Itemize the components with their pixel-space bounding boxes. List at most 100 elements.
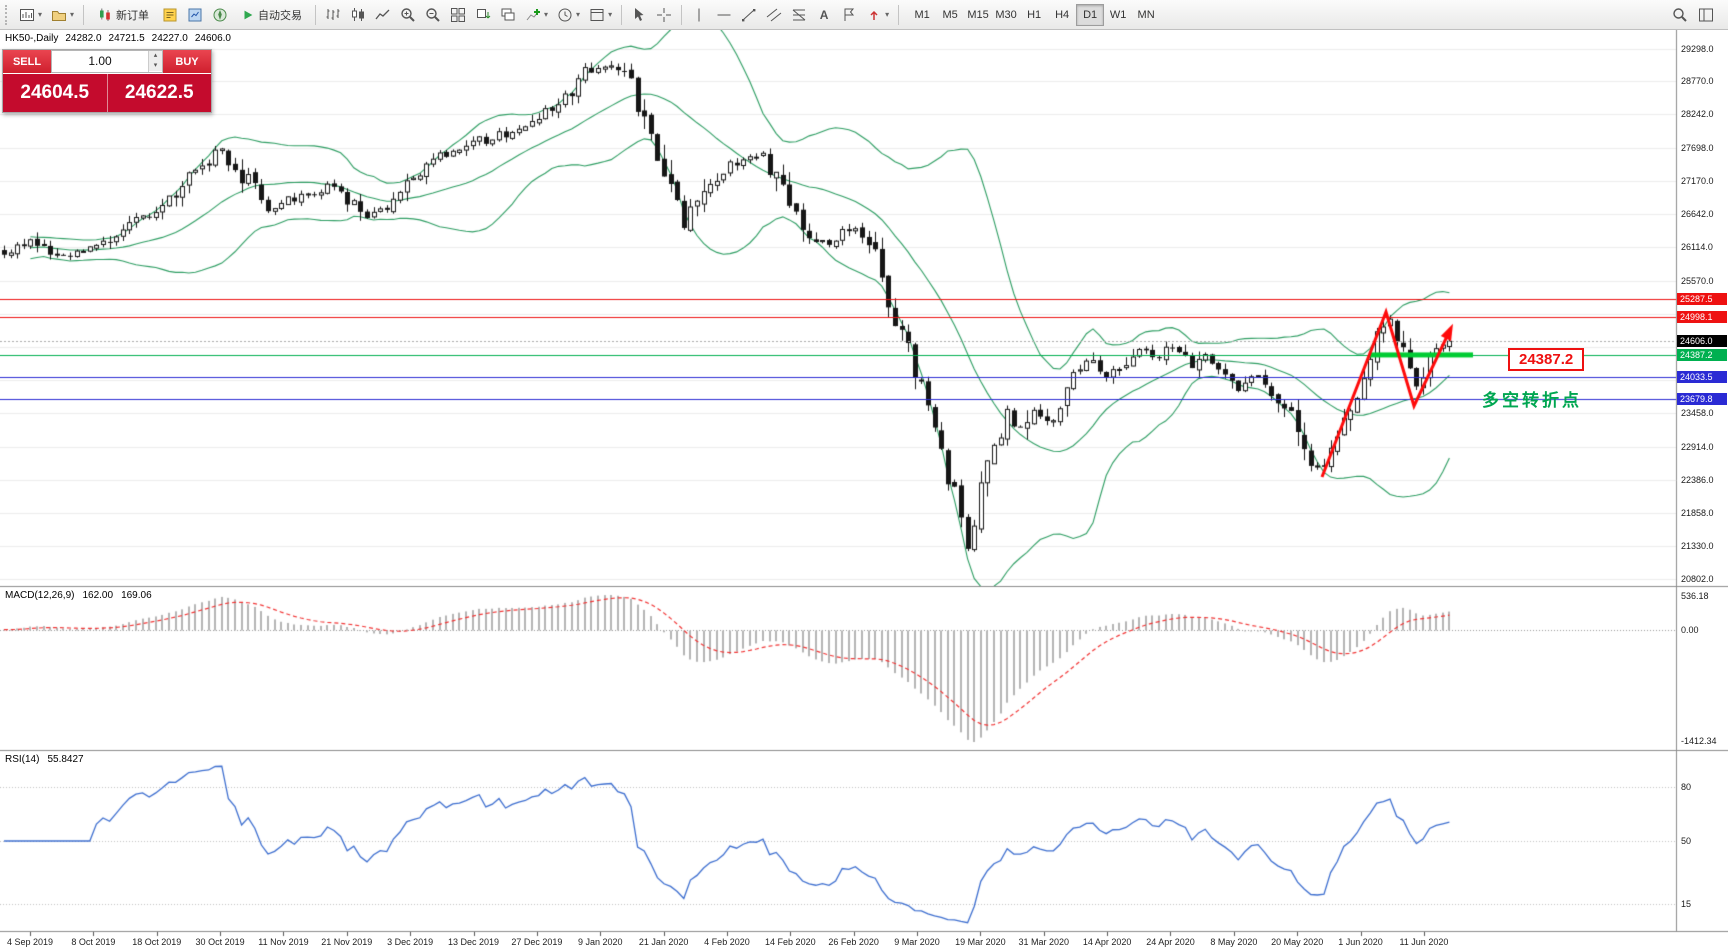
timeframe-m5[interactable]: M5 [942,8,958,21]
crosshair-icon [657,7,672,22]
timeframe-m15[interactable]: M15 [967,8,989,21]
macd-signal-value: 169.06 [121,590,152,601]
timeframe-mn[interactable]: MN [1137,8,1155,21]
horizontal-line-tool-button[interactable] [712,3,736,27]
time-axis-label: 3 Dec 2019 [387,937,434,947]
candlestick-chart-button[interactable] [346,3,370,27]
price-axis-label: 22386.0 [1681,474,1714,485]
macd-axis-zero: 0.00 [1681,624,1699,635]
timeframe-m30[interactable]: M30 [995,8,1017,21]
price-chart-canvas[interactable] [0,30,1728,950]
timeframe-w1[interactable]: W1 [1109,8,1127,21]
trade-panel-prices: 24604.5 24622.5 [3,73,211,112]
volume-stepper[interactable]: 1.00 ▴ ▾ [51,50,163,73]
layout-button[interactable] [1694,3,1718,27]
buy-button[interactable]: BUY [163,50,211,73]
cursor-button[interactable] [627,3,651,27]
bar-chart-button[interactable] [321,3,345,27]
price-line-tag: 25287.5 [1677,292,1727,305]
price-axis-label: 20802.0 [1681,573,1714,584]
volume-spin-buttons[interactable]: ▴ ▾ [148,51,162,72]
timeframe-toolbar: M1 M5 M15 M30 H1 H4 D1 W1 MN [908,3,1160,26]
indicators-button[interactable]: ▾ [521,3,552,27]
text-label-flag-icon [844,8,855,21]
periods-button[interactable]: ▾ [553,3,584,27]
time-axis-label: 30 Oct 2019 [195,937,245,947]
line-chart-icon [375,9,390,19]
price-axis-label: 27170.0 [1681,176,1714,187]
buy-price-display[interactable]: 24622.5 [106,74,212,112]
cascade-windows-button[interactable] [496,3,520,27]
templates-button[interactable]: ▾ [585,3,616,27]
chart-workspace: HK50-,Daily 24282.0 24721.5 24227.0 2460… [0,30,1728,950]
arrows-tool-button[interactable]: ▾ [862,3,893,27]
price-axis-label: 28770.0 [1681,76,1714,87]
new-chart-button[interactable]: ▾ [15,3,46,27]
bar-chart-icon [326,8,340,20]
volume-value[interactable]: 1.00 [88,54,112,68]
rsi-level-label: 50 [1681,836,1692,846]
rsi-value: 55.8427 [47,754,84,765]
arrange-windows-icon [477,8,491,18]
time-axis-label: 1 Jun 2020 [1338,937,1383,947]
time-axis-label: 27 Dec 2019 [511,937,563,947]
market-watch-button[interactable] [183,3,207,27]
vertical-line-tool-button[interactable] [687,3,711,27]
text-tool-button[interactable]: A [812,3,836,27]
label-tool-button[interactable] [837,3,861,27]
price-line-tag: 24998.1 [1677,310,1727,323]
caret-down-icon: ▾ [38,9,43,19]
macd-indicator-info: MACD(12,26,9) 162.00 169.06 [5,590,152,601]
profiles-button[interactable]: ▾ [47,3,78,27]
fibonacci-icon [792,9,806,20]
trade-panel-controls: SELL 1.00 ▴ ▾ BUY [3,50,211,73]
market-watch-icon [188,8,202,21]
volume-down-icon[interactable]: ▾ [149,61,162,71]
time-axis-label: 4 Sep 2019 [6,937,54,947]
zoom-out-button[interactable] [421,3,445,27]
fibonacci-tool-button[interactable] [787,3,811,27]
timeframe-d1[interactable]: D1 [1076,3,1105,26]
time-axis-label: 9 Mar 2020 [894,937,940,947]
macd-main-value: 162.00 [82,590,114,601]
price-axis-label: 26114.0 [1681,242,1713,253]
crosshair-button[interactable] [652,3,676,27]
timeframe-h1[interactable]: H1 [1027,8,1042,21]
ohlc-low-value: 24227.0 [151,33,188,44]
chart-ohlc-info: HK50-,Daily 24282.0 24721.5 24227.0 2460… [5,33,231,44]
toolbar-separator [621,4,623,25]
trendline-tool-button[interactable] [737,3,761,27]
autotrading-button[interactable]: 自动交易 [233,3,310,27]
autotrading-play-icon [244,10,253,19]
volume-up-icon[interactable]: ▴ [149,51,162,61]
autotrading-label: 自动交易 [258,9,303,22]
sell-button[interactable]: SELL [3,50,51,73]
main-toolbar: ▾ ▾ 新订单 自动交易 [0,0,1728,30]
quick-search-button[interactable] [1668,3,1692,27]
tile-windows-button[interactable] [446,3,470,27]
timeframe-m1[interactable]: M1 [914,8,930,21]
zoom-out-icon [426,7,440,22]
price-axis-label: 25570.0 [1681,276,1714,287]
navigator-button[interactable] [208,3,232,27]
turning-point-annotation[interactable]: 多空转折点 [1482,391,1582,410]
time-axis-label: 11 Jun 2020 [1399,937,1449,947]
timeframe-h4[interactable]: H4 [1055,8,1070,21]
channel-tool-button[interactable] [762,3,786,27]
price-callout-label[interactable]: 24387.2 [1508,348,1585,371]
metaeditor-button[interactable] [158,3,182,27]
line-chart-button[interactable] [371,3,395,27]
arrange-windows-button[interactable] [471,3,495,27]
sell-price-display[interactable]: 24604.5 [20,82,90,103]
rsi-indicator-info: RSI(14) 55.8427 [5,754,84,765]
zoom-in-button[interactable] [396,3,420,27]
time-axis-label: 18 Oct 2019 [132,937,182,947]
toolbar-grip[interactable] [5,4,10,25]
new-order-button[interactable]: 新订单 [89,3,157,27]
time-axis-label: 19 Mar 2020 [955,937,1006,947]
new-order-label: 新订单 [116,9,150,22]
time-axis-label: 21 Nov 2019 [321,937,373,947]
zoom-in-icon [401,7,415,22]
tile-windows-icon [451,7,466,22]
